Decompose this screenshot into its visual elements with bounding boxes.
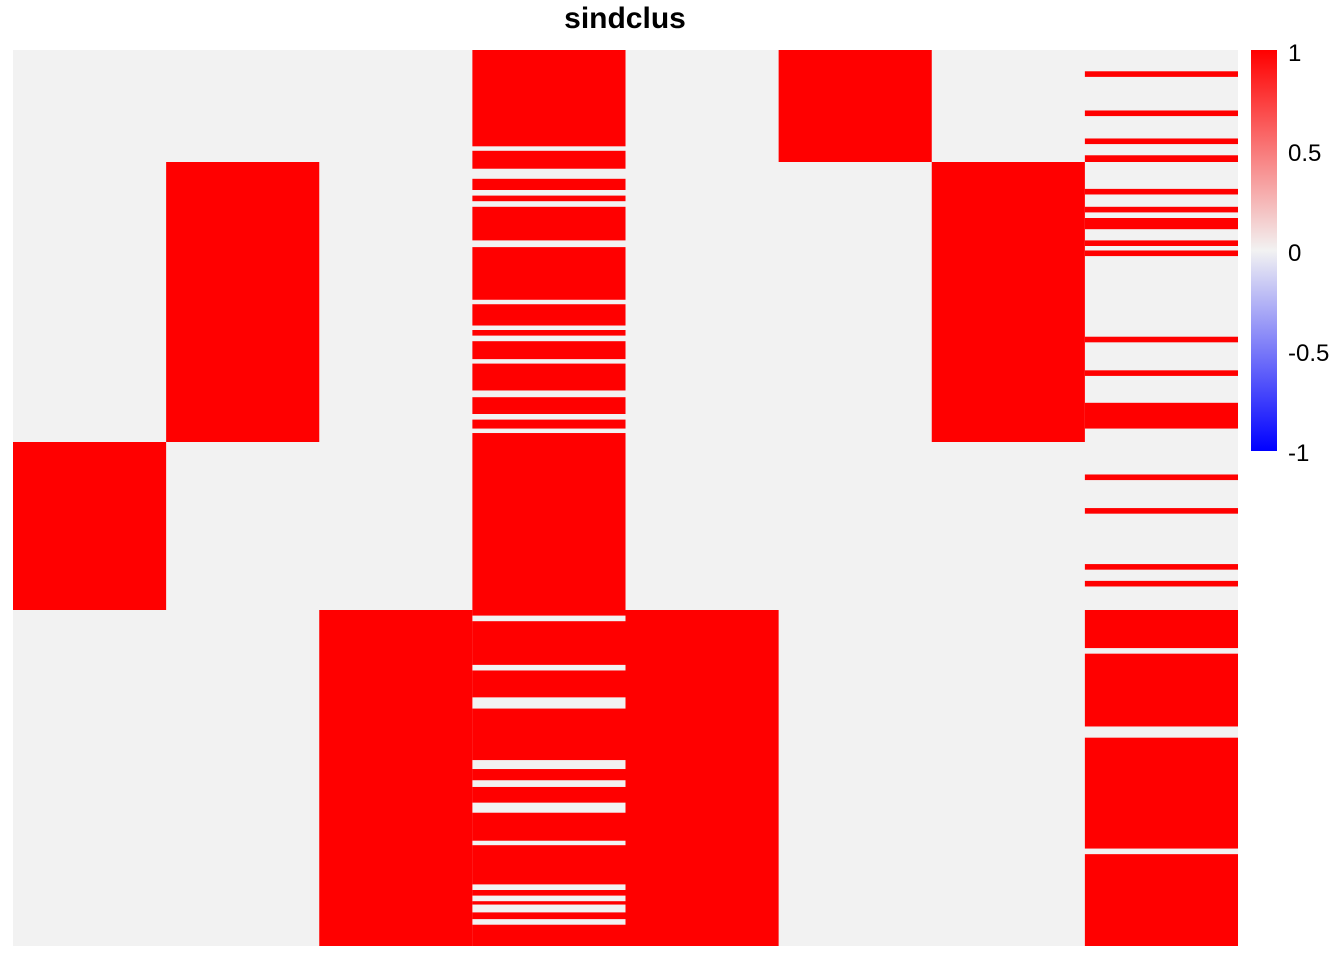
heatmap-cell-col8-run19 <box>1084 737 1239 849</box>
heatmap-cell-col8-run1 <box>1084 71 1239 77</box>
heatmap-cell-col8-run2 <box>1084 110 1239 117</box>
heatmap-cell-col4-run16 <box>472 708 626 761</box>
heatmap-cell-col4-run21 <box>472 890 626 896</box>
heatmap-cell-col4-run10 <box>472 363 626 391</box>
legend-tick-label: -1 <box>1288 440 1309 467</box>
legend-tick-label: 0 <box>1288 240 1301 267</box>
heatmap-cell-col8-run11 <box>1084 370 1239 376</box>
heatmap-cells <box>13 50 1239 946</box>
heatmap-cell-col8-run7 <box>1084 218 1239 230</box>
heatmap-cell-col4-run15 <box>472 670 626 698</box>
heatmap-cell-col4-run6 <box>472 247 626 300</box>
heatmap-cell-col4-run8 <box>472 330 626 336</box>
heatmap-cell-col4-run19 <box>472 812 626 841</box>
heatmap-cell-col8-run9 <box>1084 250 1239 257</box>
heatmap-cell-col8-run15 <box>1084 564 1239 570</box>
heatmap-cell-col4-run20 <box>472 845 626 885</box>
heatmap-cell-col8-run4 <box>1084 155 1239 162</box>
heatmap-cell-col8-run3 <box>1084 138 1239 145</box>
heatmap-cell-col4-run4 <box>472 195 626 202</box>
heatmap-cell-col4-run23 <box>472 912 626 920</box>
heatmap-cell-col4-run9 <box>472 341 626 360</box>
legend-tick-label: 0.5 <box>1288 140 1321 167</box>
heatmap-cell-col8-run14 <box>1084 508 1239 514</box>
heatmap-cell-col4-run1 <box>472 50 626 147</box>
heatmap-cell-col4-run17 <box>472 769 626 781</box>
heatmap-cell-col8-run6 <box>1084 206 1239 213</box>
heatmap-cell-col8-run10 <box>1084 336 1239 343</box>
color-legend-bar <box>1251 50 1277 451</box>
heatmap-cell-col4-run7 <box>472 304 626 326</box>
heatmap-cell-col7-run1 <box>931 162 1085 442</box>
heatmap-cell-col4-run2 <box>472 150 626 169</box>
legend-tick-label: 1 <box>1288 40 1301 67</box>
heatmap-cell-col8-run12 <box>1084 402 1239 429</box>
heatmap-cell-col8-run8 <box>1084 240 1239 246</box>
heatmap-cell-col4-run18 <box>472 786 626 803</box>
heatmap-cell-col5-run1 <box>625 610 779 946</box>
heatmap-cell-col4-run3 <box>472 178 626 190</box>
heatmap-cell-col8-run16 <box>1084 580 1239 587</box>
heatmap-cell-col4-run5 <box>472 206 626 241</box>
heatmap-cell-col8-run5 <box>1084 188 1239 195</box>
heatmap-cell-col8-run20 <box>1084 854 1239 946</box>
heatmap-cell-col8-run17 <box>1084 610 1239 649</box>
chart-title: sindclus <box>564 2 686 35</box>
heatmap-cell-col4-run11 <box>472 397 626 414</box>
heatmap-cell-col3-run1 <box>319 610 473 946</box>
heatmap-cell-col4-run13 <box>472 433 626 616</box>
heatmap-cell-col2-run1 <box>166 162 320 442</box>
heatmap-cell-col8-run18 <box>1084 653 1239 727</box>
heatmap-cell-col8-run13 <box>1084 474 1239 481</box>
heatmap-cell-col4-run12 <box>472 419 626 429</box>
heatmap-cell-col6-run1 <box>778 50 932 162</box>
heatmap-cell-col1-run1 <box>13 442 167 610</box>
heatmap-cell-col4-run14 <box>472 621 626 665</box>
heatmap-cell-col4-run24 <box>472 924 626 946</box>
color-legend-labels: 1 0.5 0 -0.5 -1 <box>1288 40 1329 467</box>
heatmap-cell-col4-run22 <box>472 901 626 905</box>
legend-tick-label: -0.5 <box>1288 340 1329 367</box>
